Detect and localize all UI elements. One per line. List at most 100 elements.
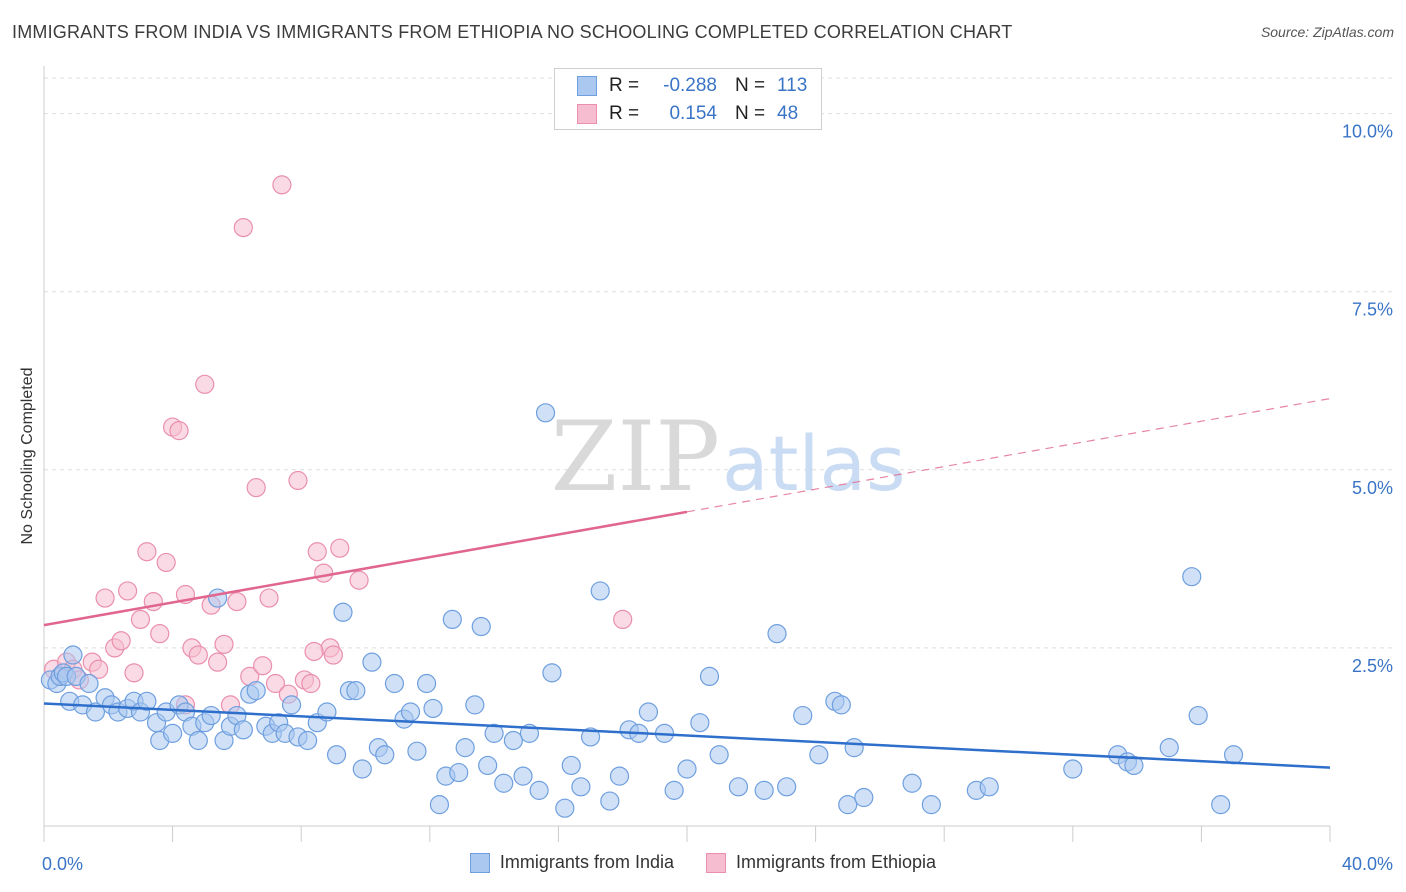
india-point <box>484 723 504 743</box>
y-tick-label: 5.0% <box>1352 478 1393 498</box>
india-point <box>188 730 208 751</box>
india-point <box>854 787 874 808</box>
india-point <box>831 695 851 715</box>
grid-lines <box>44 77 1392 649</box>
y-tick-label: 10.0% <box>1342 122 1393 142</box>
legend-row-ethiopia: R = 0.154 N = 48 <box>577 102 798 126</box>
india-point <box>449 762 469 783</box>
india-point <box>85 702 106 722</box>
legend-row-india: R = -0.288 N = 113 <box>577 74 807 98</box>
ethiopia-point <box>117 581 138 601</box>
ethiopia-point <box>150 624 170 644</box>
ethiopia-point <box>288 470 308 491</box>
india-point <box>844 738 864 758</box>
watermark-atlas: atlas <box>722 419 906 508</box>
india-point <box>333 602 353 622</box>
india-point <box>362 652 382 672</box>
watermark-zip: ZIP <box>551 401 720 513</box>
india-point <box>326 745 347 765</box>
india-point <box>423 698 443 719</box>
india-point <box>1182 567 1202 587</box>
n-label: N = <box>735 75 766 96</box>
ethiopia-point <box>124 663 144 683</box>
n-value: 48 <box>777 103 799 124</box>
ethiopia-point <box>169 421 189 441</box>
ethiopia-point <box>130 609 151 630</box>
legend-label-ethiopia: Immigrants from Ethiopia <box>735 852 937 872</box>
india-point <box>838 795 858 815</box>
legend-item-ethiopia[interactable]: Immigrants from Ethiopia <box>705 852 937 873</box>
source-note: Source: ZipAtlas.com <box>1260 24 1394 40</box>
india-point <box>375 745 395 765</box>
india-trend-line <box>43 702 1331 769</box>
india-point <box>208 588 228 608</box>
india-point <box>429 795 450 815</box>
ethiopia-point <box>307 542 327 562</box>
india-point <box>346 681 366 701</box>
r-label: R = <box>609 75 640 96</box>
ethiopia-point <box>111 631 131 651</box>
india-point <box>233 720 253 740</box>
series-legend: Immigrants from India Immigrants from Et… <box>0 852 1406 873</box>
india-point <box>465 695 485 715</box>
india-point <box>163 723 183 743</box>
india-point <box>561 755 581 776</box>
india-point <box>979 777 999 797</box>
india-point <box>1223 745 1244 765</box>
india-point <box>1159 738 1179 758</box>
india-point <box>1124 755 1144 776</box>
r-label: R = <box>609 103 640 124</box>
india-point <box>571 777 591 797</box>
ethiopia-point <box>265 673 286 694</box>
india-point <box>1063 759 1083 779</box>
india-point <box>793 705 813 726</box>
ethiopia-point <box>156 552 176 573</box>
legend-item-india[interactable]: Immigrants from India <box>469 852 674 873</box>
x-tick-label: 40.0% <box>1342 854 1393 874</box>
stats-legend: R = -0.288 N = 113 R = 0.154 N = 48 <box>554 68 822 130</box>
india-point <box>809 745 829 765</box>
india-point <box>728 777 749 797</box>
india-point <box>638 702 659 722</box>
india-point <box>503 730 523 751</box>
ethiopia-point <box>188 645 208 665</box>
ethiopia-trend-line-extension <box>686 397 1331 513</box>
india-point <box>400 702 421 722</box>
ethiopia-point <box>246 478 266 498</box>
r-value: -0.288 <box>663 75 717 96</box>
ethiopia-point <box>613 609 633 630</box>
india-point <box>1211 795 1231 815</box>
india-point <box>478 755 498 776</box>
india-point <box>699 666 720 687</box>
ethiopia-points <box>44 175 633 715</box>
y-tick-label: 2.5% <box>1352 656 1393 676</box>
ethiopia-point <box>195 374 215 394</box>
ethiopia-point <box>259 588 279 608</box>
india-point <box>535 403 556 423</box>
india-legend-swatch <box>469 852 490 873</box>
india-point <box>664 780 684 800</box>
tick-labels: 2.5% 5.0% 7.5% 10.0% 0.0% 40.0% <box>42 122 1393 874</box>
legend-label-india: Immigrants from India <box>499 852 674 872</box>
trend-lines <box>43 397 1331 769</box>
ethiopia-point <box>323 645 343 665</box>
india-point <box>416 673 437 694</box>
india-point <box>529 780 549 800</box>
india-point <box>542 663 562 683</box>
ethiopia-legend-swatch <box>705 852 726 873</box>
ethiopia-point <box>214 634 234 654</box>
ethiopia-point <box>95 588 115 608</box>
india-point <box>690 713 710 733</box>
axes <box>43 66 1331 842</box>
ethiopia-point <box>137 542 157 562</box>
india-point <box>677 759 697 779</box>
r-value: 0.154 <box>669 103 717 124</box>
ethiopia-swatch <box>577 104 597 124</box>
india-point <box>281 695 302 715</box>
india-point <box>600 791 620 811</box>
india-point <box>298 730 318 751</box>
ethiopia-trend-line <box>43 510 688 627</box>
ethiopia-point <box>301 673 321 694</box>
india-point <box>767 624 787 644</box>
